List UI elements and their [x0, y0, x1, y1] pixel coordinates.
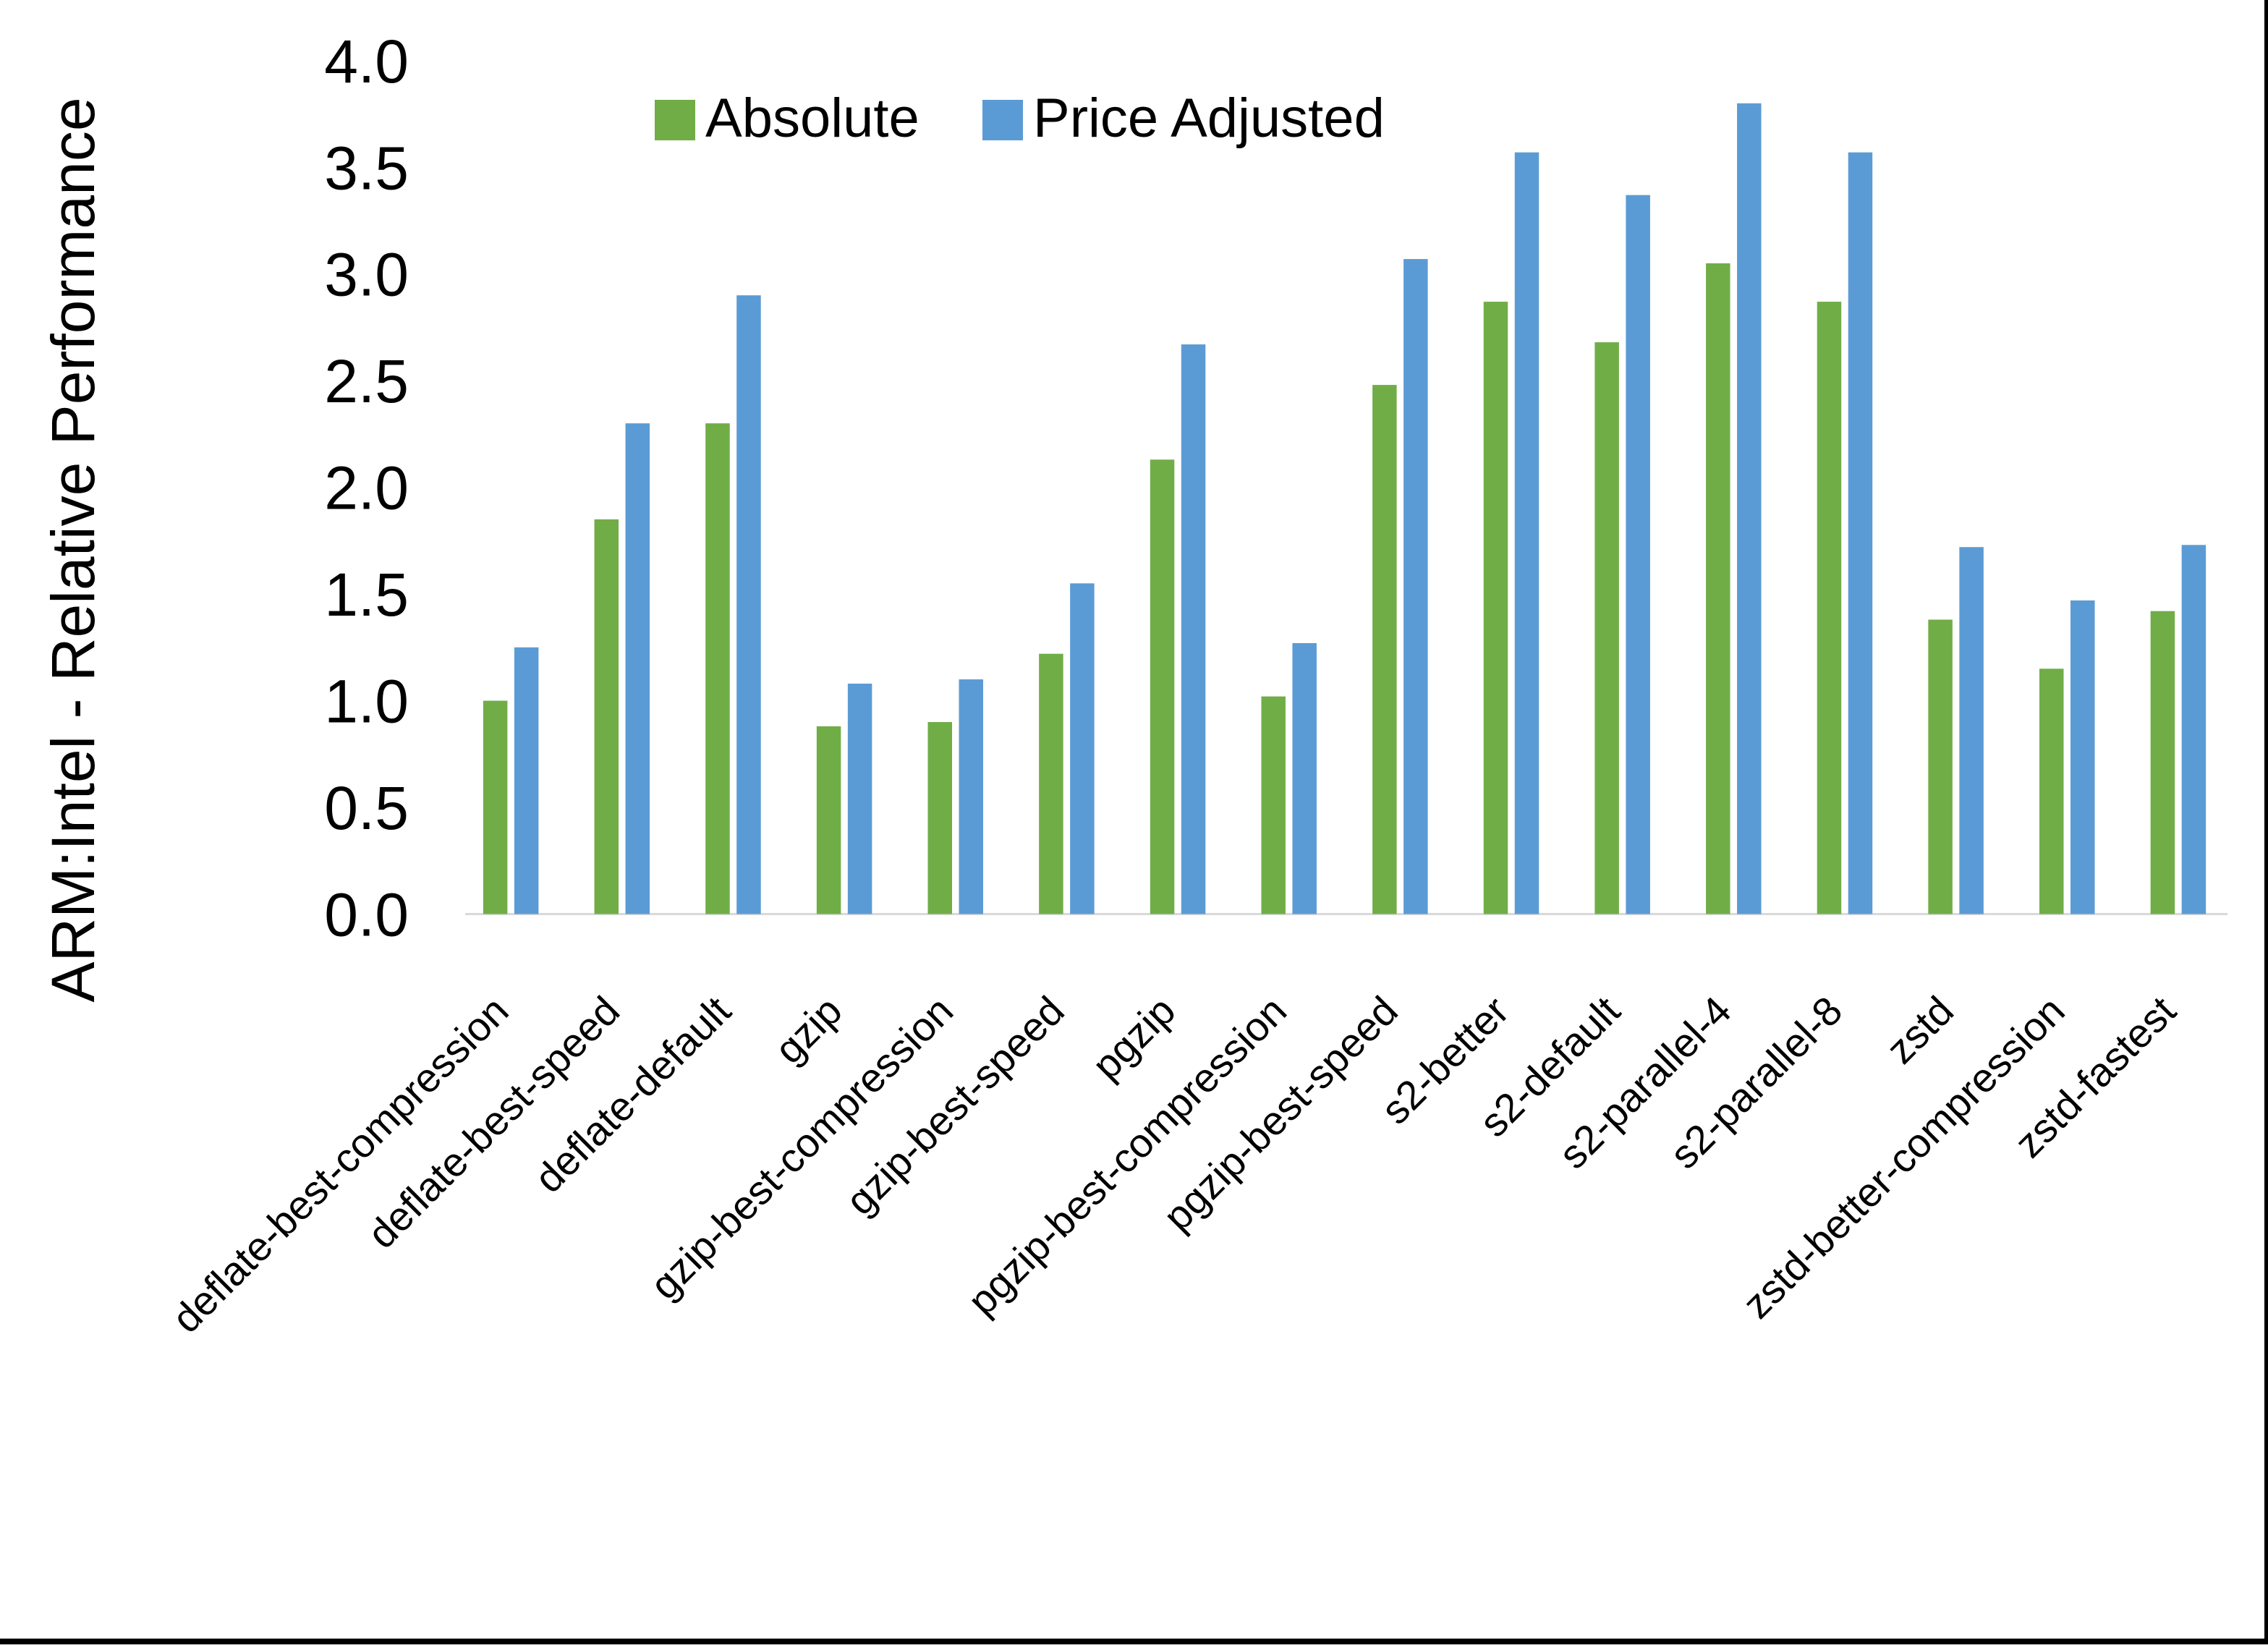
svg-text:1.0: 1.0 — [324, 668, 409, 736]
svg-text:Absolute: Absolute — [705, 88, 919, 149]
svg-text:ARM:Intel - Relative Performan: ARM:Intel - Relative Performance — [39, 97, 107, 1002]
svg-text:2.0: 2.0 — [324, 454, 409, 522]
svg-text:2.5: 2.5 — [324, 347, 409, 415]
svg-text:1.5: 1.5 — [324, 561, 409, 629]
svg-text:4.0: 4.0 — [324, 27, 409, 95]
svg-text:3.0: 3.0 — [324, 241, 409, 309]
svg-text:Price Adjusted: Price Adjusted — [1033, 88, 1385, 149]
svg-text:0.0: 0.0 — [324, 881, 409, 949]
svg-text:3.5: 3.5 — [324, 134, 409, 202]
svg-text:0.5: 0.5 — [324, 774, 409, 842]
